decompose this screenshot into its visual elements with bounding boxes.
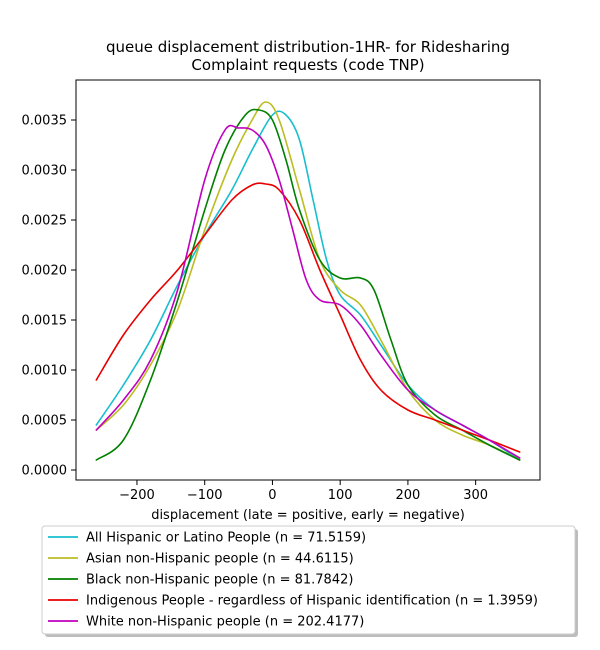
- x-tick-label: 0: [268, 488, 276, 503]
- series-line-asian: [95, 101, 521, 461]
- x-tick-label: 200: [395, 488, 420, 503]
- y-tick-label: 0.0000: [22, 464, 68, 479]
- legend-label: All Hispanic or Latino People (n = 71.51…: [86, 531, 366, 546]
- x-tick-label: −100: [187, 488, 223, 503]
- y-tick-label: 0.0020: [22, 264, 68, 279]
- y-tick-label: 0.0030: [22, 164, 68, 179]
- y-tick-label: 0.0005: [22, 414, 68, 429]
- series-line-white: [95, 124, 521, 459]
- x-axis-label: displacement (late = positive, early = n…: [151, 508, 465, 523]
- x-tick-label: 300: [463, 488, 488, 503]
- legend-items: All Hispanic or Latino People (n = 71.51…: [48, 531, 538, 630]
- y-axis: 0.0000 0.0005 0.0010 0.0015 0.0020 0.0025 0.00…: [22, 114, 76, 479]
- legend-label: Asian non-Hispanic people (n = 44.6115): [86, 552, 354, 567]
- x-tick-label: 100: [328, 488, 353, 503]
- series-layer: [95, 101, 521, 461]
- y-tick-label: 0.0025: [22, 214, 68, 229]
- legend-frame: [41, 525, 576, 635]
- x-tick-label: −200: [119, 488, 155, 503]
- x-axis: −200 −100 0 100 200 300: [119, 480, 488, 503]
- y-tick-label: 0.0015: [22, 314, 68, 329]
- series-line-black: [95, 108, 521, 461]
- legend-label: Black non-Hispanic people (n = 81.7842): [86, 573, 353, 588]
- series-line-indigenous: [95, 182, 521, 453]
- legend: All Hispanic or Latino People (n = 71.51…: [41, 525, 578, 637]
- y-tick-label: 0.0035: [22, 114, 68, 129]
- chart-title-line-1: queue displacement distribution-1HR- for…: [106, 38, 510, 56]
- y-tick-label: 0.0010: [22, 364, 68, 379]
- axes-frame: [75, 79, 541, 481]
- legend-label: White non-Hispanic people (n = 202.4177): [86, 615, 364, 630]
- chart-title-line-2: Complaint requests (code TNP): [191, 56, 424, 74]
- legend-label: Indigenous People - regardless of Hispan…: [86, 594, 538, 609]
